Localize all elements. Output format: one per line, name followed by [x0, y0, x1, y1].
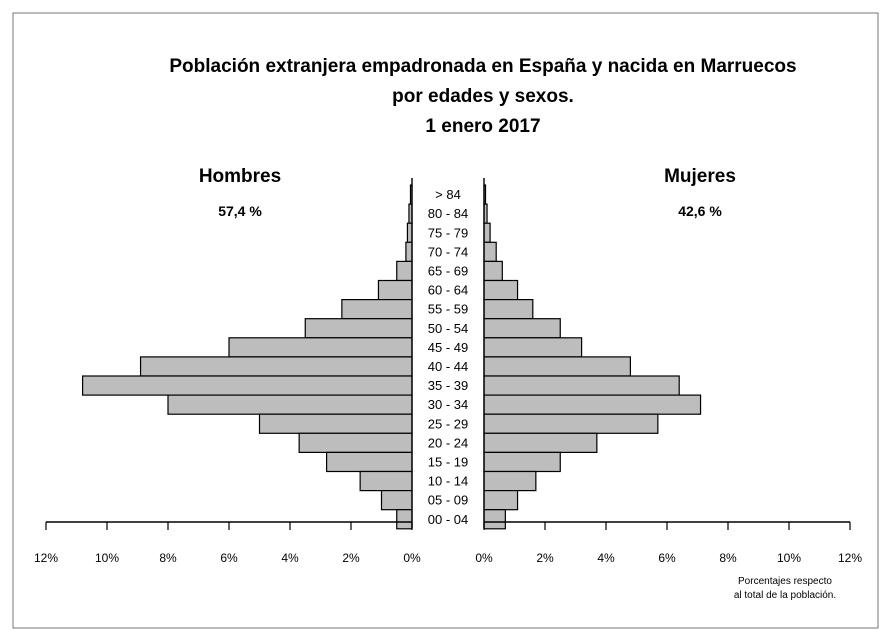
bar-mujeres-4 — [483, 260, 503, 282]
x-axis-note-line-1: Porcentajes respecto — [738, 576, 832, 587]
bar-mujeres-13 — [483, 432, 598, 453]
chart-title-line-2: por edades y sexos. — [392, 86, 574, 107]
bar-mujeres-17 — [483, 509, 506, 530]
bar-mujeres-6 — [483, 299, 534, 320]
bar-hombres-6 — [341, 299, 413, 320]
bar-mujeres-2 — [483, 222, 491, 243]
age-label-8: 45 - 49 — [428, 340, 468, 355]
age-label-16: 05 - 09 — [428, 493, 468, 508]
x-axis-note-line-2: al total de la población. — [734, 590, 836, 601]
tick-label-left-4: 4% — [281, 551, 299, 565]
bar-mujeres-7 — [483, 318, 561, 339]
age-label-14: 15 - 19 — [428, 454, 468, 469]
age-label-2: 75 - 79 — [428, 225, 468, 240]
bar-hombres-10 — [81, 375, 413, 396]
bar-mujeres-15 — [483, 470, 537, 492]
age-label-0: > 84 — [435, 187, 461, 202]
age-label-11: 30 - 34 — [428, 397, 468, 412]
tick-label-left-6: 0% — [403, 551, 421, 565]
bar-hombres-8 — [228, 337, 413, 358]
age-label-10: 35 - 39 — [428, 378, 468, 393]
bar-hombres-12 — [258, 413, 413, 434]
age-label-17: 00 - 04 — [428, 512, 468, 527]
bar-mujeres-14 — [483, 451, 561, 473]
mujeres-bars — [483, 184, 702, 530]
tick-label-right-5: 10% — [777, 551, 801, 565]
right-side-label: Mujeres — [664, 166, 736, 187]
bar-hombres-14 — [326, 451, 413, 473]
bar-hombres-5 — [377, 279, 413, 301]
tick-label-left-1: 10% — [95, 551, 119, 565]
bar-mujeres-16 — [483, 490, 519, 511]
tick-label-left-2: 8% — [159, 551, 177, 565]
bar-hombres-9 — [139, 356, 413, 377]
tick-label-right-2: 4% — [597, 551, 615, 565]
bar-mujeres-5 — [483, 279, 519, 301]
tick-label-left-5: 2% — [342, 551, 360, 565]
age-group-labels: > 84 80 - 84 75 - 79 70 - 74 65 - 69 60 - 64 5… — [428, 187, 468, 527]
bar-hombres-4 — [396, 260, 413, 282]
age-label-6: 55 - 59 — [428, 302, 468, 317]
left-side-percent: 57,4 % — [218, 203, 262, 219]
tick-label-left-3: 6% — [220, 551, 238, 565]
left-side-label: Hombres — [199, 166, 281, 187]
age-label-13: 20 - 24 — [428, 435, 468, 450]
tick-label-right-1: 2% — [536, 551, 554, 565]
tick-label-right-6: 12% — [838, 551, 862, 565]
age-label-9: 40 - 44 — [428, 359, 468, 374]
age-label-5: 60 - 64 — [428, 283, 468, 298]
bar-mujeres-3 — [483, 241, 497, 263]
age-label-12: 25 - 29 — [428, 416, 468, 431]
x-axis-ticks: 12% 10% 8% 6% 4% 2% 0% 0% 2% 4% 6% 8% 10% 12% — [34, 522, 862, 565]
chart-title-line-3: 1 enero 2017 — [425, 116, 540, 137]
bar-hombres-11 — [167, 394, 413, 415]
chart-title-line-1: Población extranjera empadronada en Espa… — [169, 56, 796, 77]
age-label-15: 10 - 14 — [428, 474, 468, 489]
age-label-7: 50 - 54 — [428, 321, 468, 336]
bar-mujeres-8 — [483, 337, 583, 358]
bar-hombres-15 — [359, 470, 413, 492]
tick-label-right-3: 6% — [658, 551, 676, 565]
age-label-3: 70 - 74 — [428, 244, 468, 259]
tick-label-left-0: 12% — [34, 551, 58, 565]
tick-label-right-4: 8% — [719, 551, 737, 565]
bar-mujeres-10 — [483, 375, 680, 396]
bar-hombres-3 — [405, 241, 413, 263]
bar-mujeres-9 — [483, 356, 631, 377]
age-label-1: 80 - 84 — [428, 206, 468, 221]
tick-label-right-0: 0% — [475, 551, 493, 565]
right-side-percent: 42,6 % — [678, 203, 722, 219]
bar-mujeres-12 — [483, 413, 659, 434]
bar-mujeres-11 — [483, 394, 702, 415]
hombres-bars — [81, 184, 413, 530]
bar-hombres-17 — [396, 509, 413, 530]
bar-hombres-13 — [298, 432, 413, 453]
bar-hombres-7 — [304, 318, 413, 339]
age-label-4: 65 - 69 — [428, 263, 468, 278]
bar-hombres-16 — [380, 490, 413, 511]
chart-border — [12, 12, 879, 629]
